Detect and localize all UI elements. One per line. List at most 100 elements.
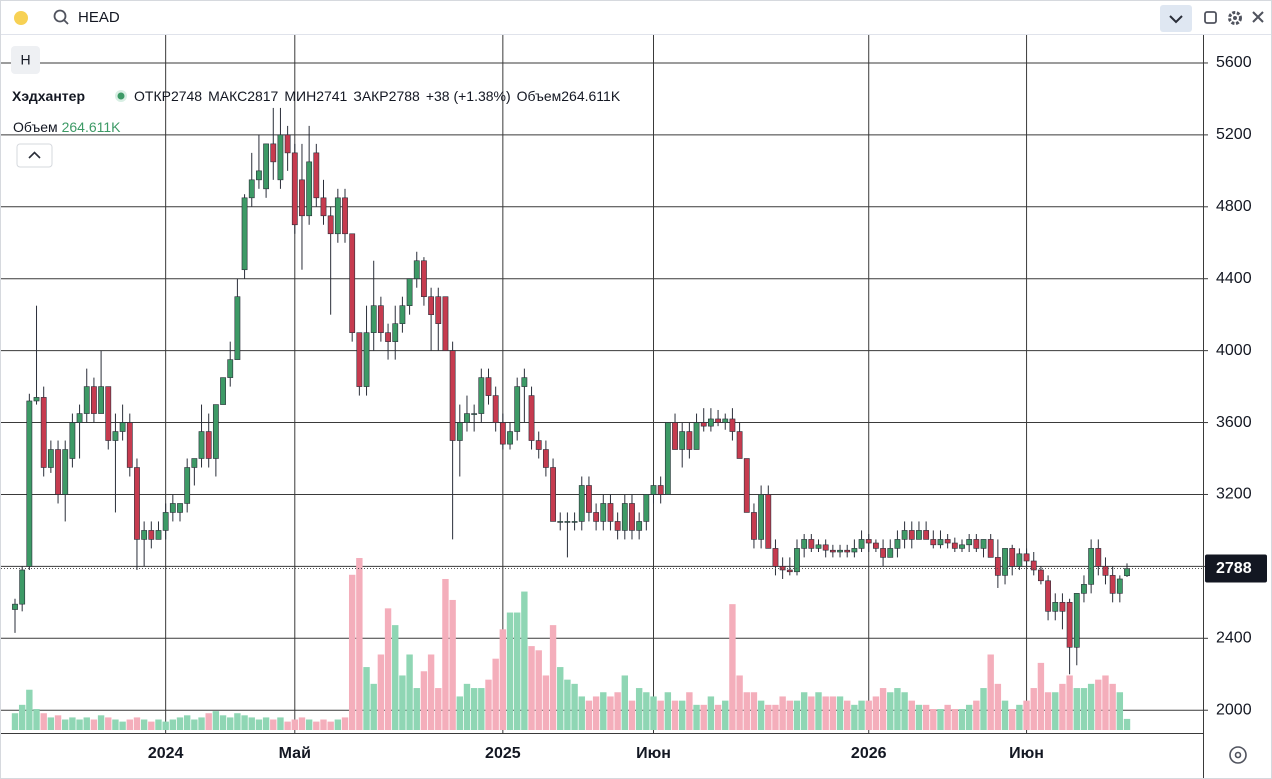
volume-bar (18, 704, 26, 730)
candle-body (1081, 584, 1087, 594)
candle-body (392, 323, 399, 342)
volume-bar (908, 700, 915, 730)
volume-bar (858, 700, 865, 730)
volume-bar (463, 683, 471, 730)
candle-body (1095, 548, 1102, 567)
candle-body (76, 413, 83, 423)
x-tick-label: 2024 (148, 745, 184, 762)
dropdown-chevron (1169, 15, 1183, 24)
volume-bar (1001, 700, 1009, 730)
search-icon[interactable] (53, 9, 69, 25)
volume-bar (248, 717, 255, 730)
candle-body (342, 197, 348, 235)
candle-layer (1, 107, 1203, 675)
candle-body (62, 449, 69, 495)
volume-bar (564, 679, 571, 730)
volume-bar (277, 717, 284, 730)
volume-bar (844, 700, 851, 730)
candle-body (643, 494, 650, 522)
candle-body (212, 404, 219, 459)
volume-bar (334, 719, 342, 730)
candle-body (363, 332, 370, 387)
volume-bar (628, 700, 636, 730)
window-button[interactable] (1204, 11, 1217, 24)
y-tick-label: 5600 (1216, 54, 1252, 71)
candle-body (478, 377, 485, 414)
candle-body (220, 377, 226, 405)
volume-bar (341, 717, 349, 730)
symbol-button[interactable] (11, 46, 40, 74)
candle-body (959, 544, 965, 549)
volume-bar (743, 692, 750, 730)
volume-bar (980, 688, 987, 730)
last-price-tag (1205, 554, 1267, 583)
candle-body (521, 377, 528, 387)
legend-volume-value: 264.611K (561, 88, 621, 104)
volume-bar (722, 700, 729, 730)
volume-bar (1102, 675, 1109, 730)
candle-body (887, 548, 894, 558)
volume-bar (571, 683, 578, 730)
search-text[interactable]: HEAD (78, 9, 120, 26)
volume-bar (800, 692, 808, 730)
volume-bar (600, 692, 607, 730)
legend-item-label: МАКС (208, 88, 247, 104)
volume-bar (1030, 688, 1037, 730)
candle-body (916, 530, 922, 540)
candle-body (765, 494, 772, 549)
volume-bar (829, 696, 837, 730)
volume-bar (944, 704, 951, 730)
volume-bar (133, 717, 141, 730)
volume-bar (1116, 692, 1124, 730)
x-tick-label: 2025 (485, 745, 521, 762)
volume-bar (901, 692, 908, 730)
legend-item-value: 2748 (171, 88, 202, 104)
volume-bar (693, 704, 700, 730)
volume-bar (298, 717, 306, 730)
candle-body (155, 530, 162, 540)
volume-bar (585, 700, 593, 730)
candle-body (808, 539, 815, 549)
volume-bar (499, 629, 507, 730)
candle-body (707, 418, 714, 427)
volume-bar (951, 709, 959, 730)
candle-body (801, 539, 808, 549)
y-tick-label: 4000 (1216, 342, 1252, 359)
volume-bar (198, 717, 205, 730)
legend-change: +38 (+1.38%) (426, 88, 511, 104)
candle-body (413, 260, 420, 280)
dropdown-button[interactable] (1160, 5, 1192, 32)
candle-body (980, 539, 987, 549)
candle-body (313, 152, 320, 199)
chart-settings-button[interactable] (1229, 746, 1247, 764)
candle-body (923, 530, 930, 540)
candle-body (421, 260, 427, 297)
collapse-button[interactable] (16, 143, 53, 168)
candle-body (865, 539, 872, 544)
volume-bar (105, 717, 112, 730)
legend-item-label: ЗАКР (353, 88, 388, 104)
candle-body (550, 467, 556, 522)
volume-bar (262, 717, 270, 730)
candle-body (69, 422, 76, 459)
candle-body (578, 485, 585, 522)
close-button[interactable] (1252, 11, 1264, 23)
volume-bar (40, 713, 47, 730)
candle-body (141, 530, 148, 540)
volume-bar (399, 675, 406, 730)
candle-body (184, 467, 191, 504)
volume-bar (621, 675, 629, 730)
candle-body (1109, 575, 1116, 594)
volume-bar (643, 692, 650, 730)
volume-bar (47, 717, 55, 730)
volume-bar (557, 667, 564, 730)
candle-body (1102, 566, 1109, 576)
volume-bar (456, 696, 463, 730)
volume-bar (879, 688, 887, 730)
candle-body (837, 549, 843, 553)
settings-button[interactable] (1228, 11, 1242, 25)
volume-bar (808, 696, 815, 730)
candle-body (406, 278, 413, 306)
candle-body (772, 548, 779, 567)
